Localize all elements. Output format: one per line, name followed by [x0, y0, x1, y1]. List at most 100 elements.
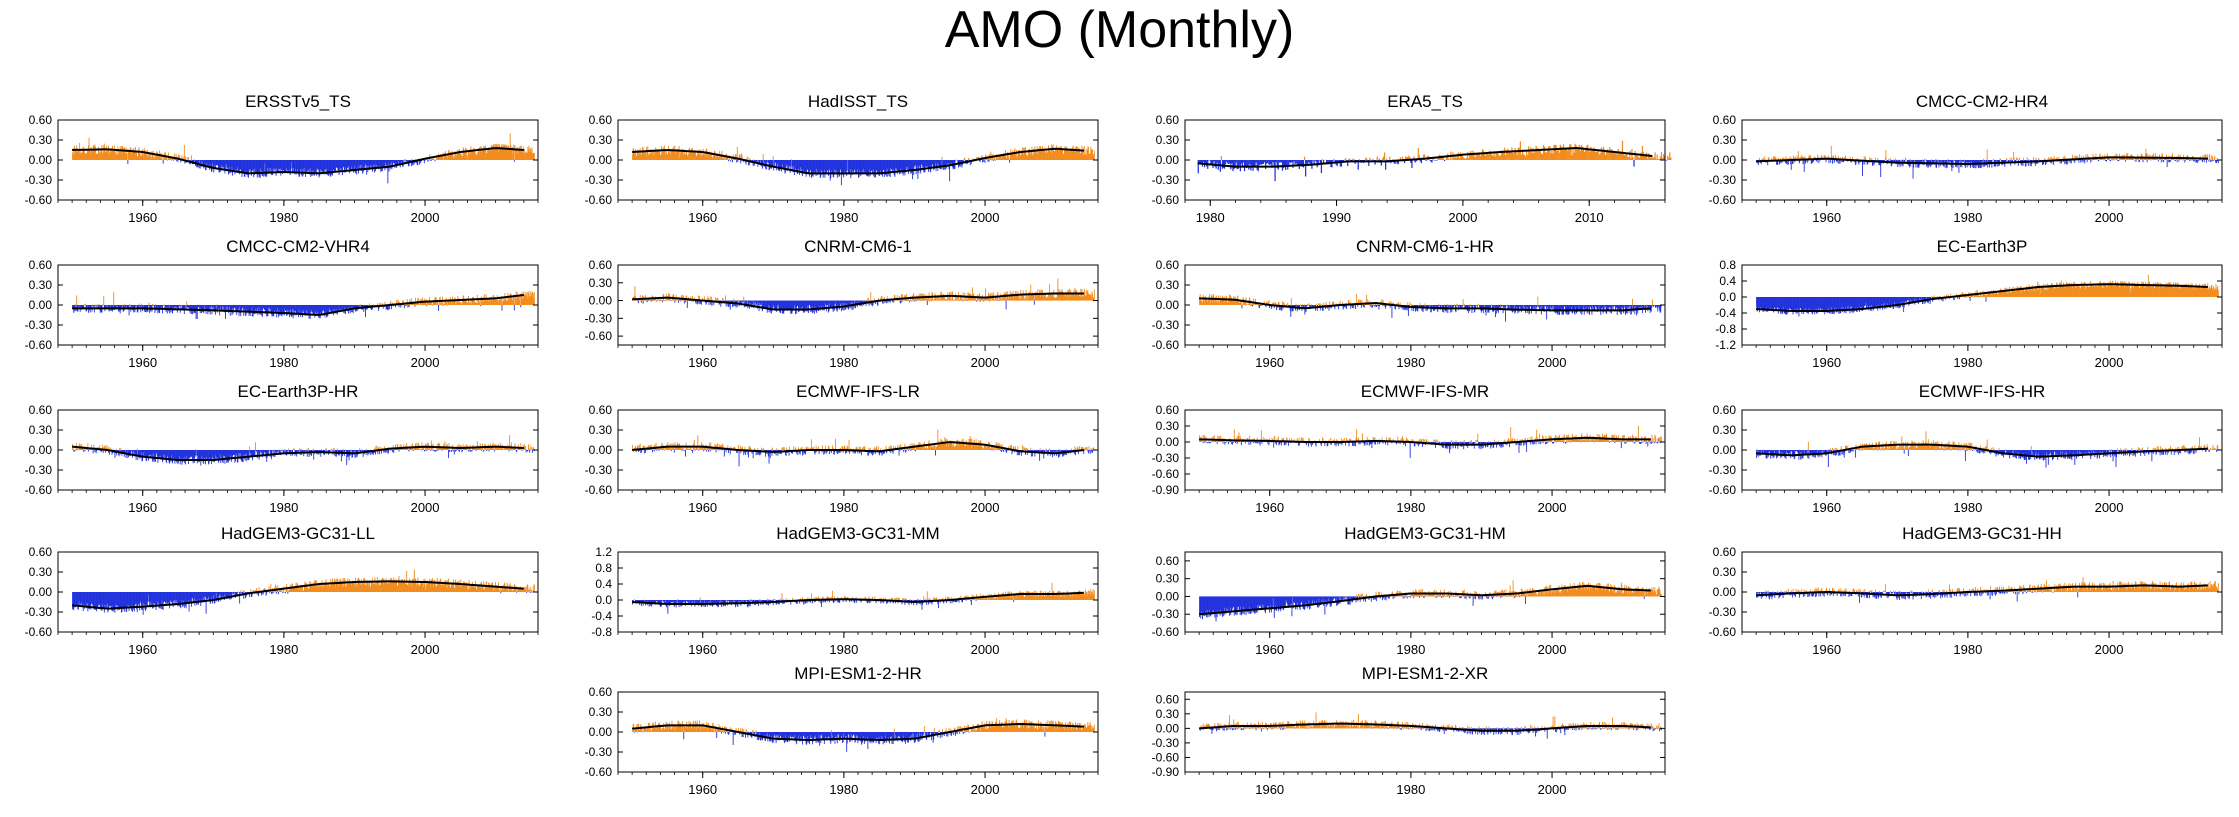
- smoothed-line: [632, 147, 1084, 175]
- anomaly-bar: [396, 160, 398, 166]
- anomaly-bar: [2181, 158, 2183, 160]
- anomaly-bar: [754, 160, 756, 161]
- anomaly-bar: [93, 145, 95, 160]
- y-tick-label: 0.00: [1713, 153, 1737, 167]
- anomaly-bar: [1327, 160, 1329, 164]
- anomaly-bar: [983, 160, 985, 162]
- anomaly-bar: [910, 160, 912, 174]
- anomaly-bar: [328, 160, 330, 175]
- anomaly-bar: [519, 145, 521, 160]
- anomaly-bar: [303, 160, 305, 173]
- anomaly-bar: [383, 160, 385, 169]
- anomaly-bar: [1380, 160, 1383, 166]
- anomaly-bar: [302, 305, 304, 318]
- anomaly-bar: [1317, 303, 1319, 305]
- anomaly-bar: [848, 160, 849, 175]
- anomaly-bar: [130, 153, 132, 160]
- anomaly-bar: [1203, 296, 1205, 305]
- anomaly-bar: [407, 305, 409, 308]
- anomaly-bar: [2138, 160, 2140, 163]
- anomaly-bar: [863, 160, 865, 169]
- anomaly-bar: [500, 145, 502, 160]
- anomaly-bar: [810, 160, 812, 170]
- anomaly-bar: [800, 160, 802, 171]
- anomaly-bar: [532, 291, 534, 305]
- anomaly-bar: [820, 300, 822, 307]
- anomaly-bar: [788, 300, 789, 311]
- anomaly-bar: [1667, 155, 1669, 160]
- anomaly-bar: [852, 160, 854, 171]
- anomaly-bar: [1888, 158, 1890, 160]
- anomaly-bar: [1288, 160, 1290, 167]
- anomaly-bar: [273, 305, 275, 317]
- anomaly-bar: [86, 153, 88, 160]
- anomaly-bar: [1799, 157, 1801, 160]
- anomaly-bar: [723, 155, 725, 160]
- anomaly-bar: [2060, 160, 2062, 164]
- anomaly-bar: [1976, 160, 1978, 165]
- anomaly-bar: [1039, 289, 1041, 301]
- anomaly-bar: [436, 155, 438, 160]
- anomaly-bar: [402, 299, 404, 305]
- anomaly-bar: [768, 300, 769, 306]
- anomaly-bar: [238, 305, 239, 309]
- anomaly-bar: [1016, 157, 1018, 160]
- anomaly-bar: [135, 305, 137, 307]
- anomaly-bar: [1844, 155, 1846, 160]
- anomaly-bar: [893, 160, 895, 174]
- anomaly-bar: [500, 298, 502, 305]
- anomaly-bar: [1890, 158, 1892, 160]
- anomaly-bar: [496, 295, 498, 305]
- anomaly-bar: [670, 154, 672, 160]
- anomaly-bar: [1031, 293, 1033, 301]
- anomaly-bar: [692, 147, 694, 160]
- anomaly-bar: [695, 152, 696, 160]
- anomaly-bar: [1618, 152, 1620, 160]
- anomaly-bar: [188, 157, 189, 160]
- anomaly-bar: [420, 160, 422, 163]
- anomaly-bar: [158, 305, 159, 310]
- anomaly-bar: [1654, 152, 1656, 160]
- anomaly-bar: [459, 298, 461, 305]
- anomaly-bar: [998, 155, 1000, 160]
- anomaly-bar: [135, 152, 137, 160]
- anomaly-bar: [128, 305, 129, 308]
- anomaly-bar: [248, 160, 250, 172]
- anomaly-bar: [705, 156, 706, 160]
- anomaly-bar: [469, 152, 471, 160]
- anomaly-bar: [908, 298, 909, 301]
- anomaly-bar: [279, 160, 281, 170]
- anomaly-bar: [517, 147, 519, 160]
- anomaly-bar: [499, 147, 501, 160]
- anomaly-bar: [983, 159, 985, 160]
- anomaly-bar: [1499, 155, 1501, 160]
- anomaly-bar: [1270, 160, 1272, 165]
- anomaly-bar: [127, 160, 129, 164]
- anomaly-bar: [1764, 159, 1766, 160]
- anomaly-bar: [277, 160, 279, 172]
- anomaly-bar: [1332, 302, 1334, 305]
- anomaly-bar: [640, 154, 642, 160]
- anomaly-bar: [452, 158, 454, 160]
- anomaly-bar: [521, 149, 523, 160]
- anomaly-bar: [349, 160, 351, 174]
- anomaly-bar: [798, 300, 799, 313]
- anomaly-bar: [1534, 149, 1536, 160]
- anomaly-bar: [365, 305, 366, 318]
- anomaly-bar: [741, 154, 743, 160]
- anomaly-bar: [1072, 294, 1074, 301]
- anomaly-bar: [1002, 294, 1004, 301]
- anomaly-bar: [1050, 151, 1052, 160]
- anomaly-bar: [709, 151, 711, 160]
- anomaly-bar: [790, 300, 792, 314]
- anomaly-bar: [1093, 289, 1095, 301]
- anomaly-bar: [804, 160, 806, 174]
- anomaly-bar: [117, 305, 119, 307]
- anomaly-bar: [831, 300, 833, 306]
- anomaly-bar: [859, 160, 861, 171]
- anomaly-bar: [755, 300, 756, 303]
- anomaly-bar: [1201, 301, 1203, 305]
- anomaly-bar: [899, 160, 901, 175]
- anomaly-bar: [276, 160, 278, 169]
